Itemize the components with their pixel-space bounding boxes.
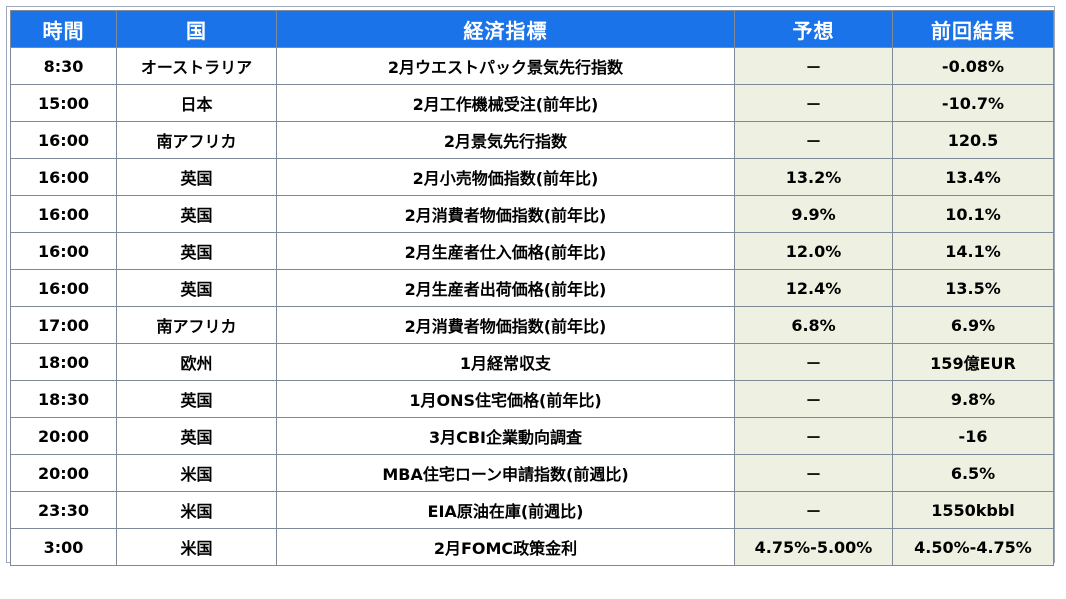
indicator-cell: 2月景気先行指数 [276, 121, 735, 159]
time-cell: 20:00 [10, 417, 117, 455]
table-row: 8:30 オーストラリア 2月ウエストパック景気先行指数 － -0.08% [10, 47, 1054, 85]
indicator-cell: MBA住宅ローン申請指数(前週比) [276, 454, 735, 492]
table-row: 3:00 米国 2月FOMC政策金利 4.75%-5.00% 4.50%-4.7… [10, 528, 1054, 566]
country-cell: 欧州 [116, 343, 277, 381]
forecast-cell: － [734, 417, 893, 455]
time-cell: 18:30 [10, 380, 117, 418]
indicator-cell: 2月消費者物価指数(前年比) [276, 195, 735, 233]
indicator-cell: 2月消費者物価指数(前年比) [276, 306, 735, 344]
table-row: 15:00 日本 2月工作機械受注(前年比) － -10.7% [10, 84, 1054, 122]
previous-cell: 6.9% [892, 306, 1054, 344]
table-row: 18:30 英国 1月ONS住宅価格(前年比) － 9.8% [10, 380, 1054, 418]
previous-cell: 1550kbbl [892, 491, 1054, 529]
forecast-cell: － [734, 380, 893, 418]
time-cell: 20:00 [10, 454, 117, 492]
country-cell: 米国 [116, 454, 277, 492]
country-cell: 米国 [116, 528, 277, 566]
forecast-cell: － [734, 454, 893, 492]
table-row: 20:00 米国 MBA住宅ローン申請指数(前週比) － 6.5% [10, 454, 1054, 492]
economic-calendar-table: 時間 国 経済指標 予想 前回結果 8:30 オーストラリア 2月ウエストパック… [10, 10, 1054, 566]
table-row: 16:00 英国 2月生産者仕入価格(前年比) 12.0% 14.1% [10, 232, 1054, 270]
forecast-cell: 13.2% [734, 158, 893, 196]
time-cell: 16:00 [10, 269, 117, 307]
previous-cell: 9.8% [892, 380, 1054, 418]
time-cell: 16:00 [10, 158, 117, 196]
table-row: 18:00 欧州 1月経常収支 － 159億EUR [10, 343, 1054, 381]
forecast-cell: － [734, 47, 893, 85]
time-cell: 16:00 [10, 195, 117, 233]
table-row: 16:00 英国 2月消費者物価指数(前年比) 9.9% 10.1% [10, 195, 1054, 233]
table-row: 20:00 英国 3月CBI企業動向調査 － -16 [10, 417, 1054, 455]
forecast-cell: 6.8% [734, 306, 893, 344]
country-cell: オーストラリア [116, 47, 277, 85]
header-previous: 前回結果 [892, 10, 1054, 48]
table-row: 16:00 南アフリカ 2月景気先行指数 － 120.5 [10, 121, 1054, 159]
indicator-cell: 3月CBI企業動向調査 [276, 417, 735, 455]
previous-cell: 13.4% [892, 158, 1054, 196]
previous-cell: 13.5% [892, 269, 1054, 307]
table-row: 16:00 英国 2月生産者出荷価格(前年比) 12.4% 13.5% [10, 269, 1054, 307]
forecast-cell: － [734, 121, 893, 159]
indicator-cell: 2月ウエストパック景気先行指数 [276, 47, 735, 85]
previous-cell: 14.1% [892, 232, 1054, 270]
forecast-cell: － [734, 343, 893, 381]
forecast-cell: 4.75%-5.00% [734, 528, 893, 566]
previous-cell: 4.50%-4.75% [892, 528, 1054, 566]
forecast-cell: － [734, 491, 893, 529]
indicator-cell: 2月FOMC政策金利 [276, 528, 735, 566]
forecast-cell: 9.9% [734, 195, 893, 233]
time-cell: 8:30 [10, 47, 117, 85]
country-cell: 英国 [116, 269, 277, 307]
time-cell: 16:00 [10, 121, 117, 159]
time-cell: 18:00 [10, 343, 117, 381]
country-cell: 英国 [116, 380, 277, 418]
country-cell: 米国 [116, 491, 277, 529]
indicator-cell: 2月小売物価指数(前年比) [276, 158, 735, 196]
country-cell: 日本 [116, 84, 277, 122]
time-cell: 16:00 [10, 232, 117, 270]
header-forecast: 予想 [734, 10, 893, 48]
country-cell: 南アフリカ [116, 306, 277, 344]
header-indicator: 経済指標 [276, 10, 735, 48]
previous-cell: -16 [892, 417, 1054, 455]
time-cell: 3:00 [10, 528, 117, 566]
header-time: 時間 [10, 10, 117, 48]
previous-cell: -0.08% [892, 47, 1054, 85]
indicator-cell: 2月工作機械受注(前年比) [276, 84, 735, 122]
country-cell: 英国 [116, 232, 277, 270]
time-cell: 15:00 [10, 84, 117, 122]
indicator-cell: 1月経常収支 [276, 343, 735, 381]
previous-cell: 159億EUR [892, 343, 1054, 381]
forecast-cell: 12.0% [734, 232, 893, 270]
country-cell: 英国 [116, 158, 277, 196]
previous-cell: 10.1% [892, 195, 1054, 233]
forecast-cell: － [734, 84, 893, 122]
country-cell: 英国 [116, 417, 277, 455]
previous-cell: 120.5 [892, 121, 1054, 159]
previous-cell: -10.7% [892, 84, 1054, 122]
time-cell: 17:00 [10, 306, 117, 344]
indicator-cell: EIA原油在庫(前週比) [276, 491, 735, 529]
header-country: 国 [116, 10, 277, 48]
indicator-cell: 2月生産者出荷価格(前年比) [276, 269, 735, 307]
table-header-row: 時間 国 経済指標 予想 前回結果 [10, 10, 1054, 48]
table-row: 16:00 英国 2月小売物価指数(前年比) 13.2% 13.4% [10, 158, 1054, 196]
indicator-cell: 1月ONS住宅価格(前年比) [276, 380, 735, 418]
forecast-cell: 12.4% [734, 269, 893, 307]
indicator-cell: 2月生産者仕入価格(前年比) [276, 232, 735, 270]
country-cell: 英国 [116, 195, 277, 233]
table-row: 17:00 南アフリカ 2月消費者物価指数(前年比) 6.8% 6.9% [10, 306, 1054, 344]
table-row: 23:30 米国 EIA原油在庫(前週比) － 1550kbbl [10, 491, 1054, 529]
country-cell: 南アフリカ [116, 121, 277, 159]
time-cell: 23:30 [10, 491, 117, 529]
previous-cell: 6.5% [892, 454, 1054, 492]
